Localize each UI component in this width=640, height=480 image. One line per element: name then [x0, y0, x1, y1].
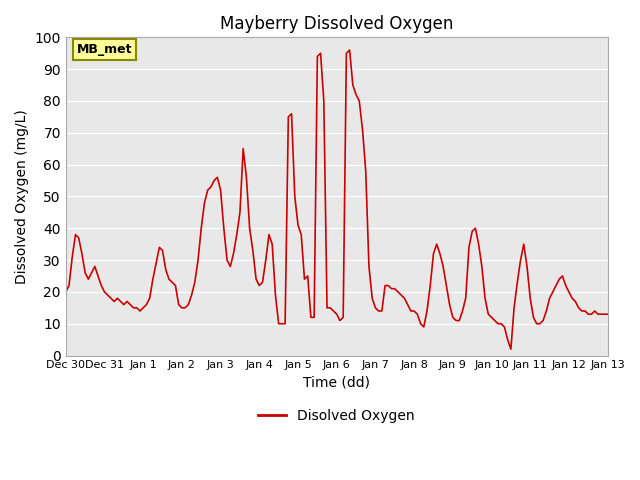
Y-axis label: Dissolved Oxygen (mg/L): Dissolved Oxygen (mg/L) [15, 109, 29, 284]
X-axis label: Time (dd): Time (dd) [303, 376, 370, 390]
Text: MB_met: MB_met [77, 43, 132, 56]
Legend: Disolved Oxygen: Disolved Oxygen [253, 403, 420, 428]
Title: Mayberry Dissolved Oxygen: Mayberry Dissolved Oxygen [220, 15, 453, 33]
